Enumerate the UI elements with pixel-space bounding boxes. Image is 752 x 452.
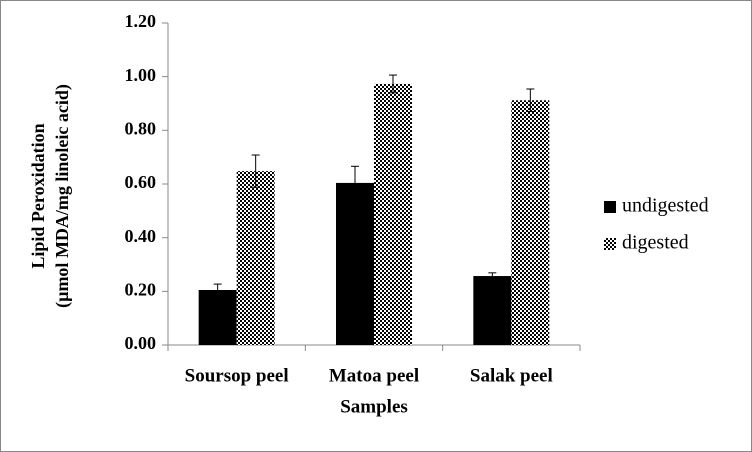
legend-swatch [604,238,616,250]
y-tick-label: 1.20 [125,11,157,31]
bar [473,276,512,345]
error-bar [488,272,497,280]
y-tick-label: 0.40 [125,226,157,246]
y-label-line: Lipid Peroxidation [28,123,48,268]
x-tick-label: Salak peel [470,365,553,386]
legend-label: digested [622,232,689,254]
error-bar [351,165,359,201]
x-tick-label: Soursop peel [185,365,289,386]
y-label-line: (µmol MDA/mg linoleic acid) [52,84,73,308]
error-bar [213,283,222,297]
error-bar [526,88,535,113]
bar [336,182,374,345]
bar [511,100,550,345]
x-axis-title: Samples [340,396,408,417]
y-tick-label: 0.20 [125,279,157,299]
y-axis-title: Lipid Peroxidation (µmol MDA/mg linoleic… [28,84,73,308]
y-tick-label: 1.00 [125,65,157,85]
bar [236,171,275,345]
error-bar [251,154,260,188]
y-tick-label: 0.60 [125,172,157,192]
legend-label: undigested [622,195,709,217]
error-bar [389,74,397,94]
x-tick-label: Matoa peel [329,365,419,386]
bar [198,289,237,345]
y-tick-label: 0.80 [125,118,157,138]
legend-swatch [604,201,616,213]
y-tick-label: 0.00 [125,333,157,353]
bar [374,83,412,345]
